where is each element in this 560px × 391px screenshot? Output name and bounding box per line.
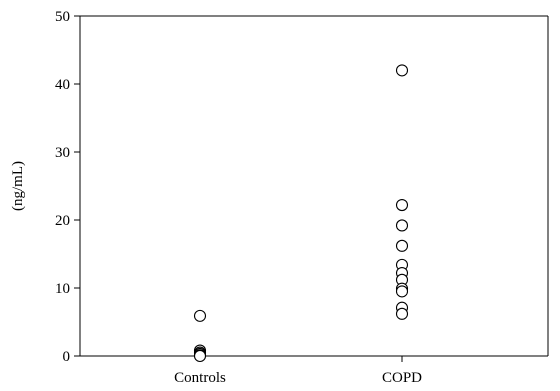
y-tick-label: 0 [63,349,71,365]
y-axis-title: (ng/mL) [10,161,26,211]
x-category-label-copd: COPD [382,370,422,386]
y-tick-label: 20 [55,213,70,229]
data-point-controls [193,349,207,363]
y-tick-label: 10 [55,281,70,297]
y-tick-label: 30 [55,145,70,161]
data-points [193,64,409,363]
data-point-copd [395,198,409,212]
y-axis-ticks: 0 10 20 30 40 50 [55,9,80,365]
data-point-copd [395,285,409,298]
y-tick-label: 40 [55,77,70,93]
data-point-copd [395,307,409,320]
data-point-controls [193,309,207,322]
data-point-copd [395,219,409,232]
data-point-copd [395,239,409,252]
x-category-label-controls: Controls [174,370,226,386]
data-point-copd [395,64,409,77]
y-tick-label: 50 [55,9,70,25]
x-axis-ticks: Controls COPD [174,356,422,386]
